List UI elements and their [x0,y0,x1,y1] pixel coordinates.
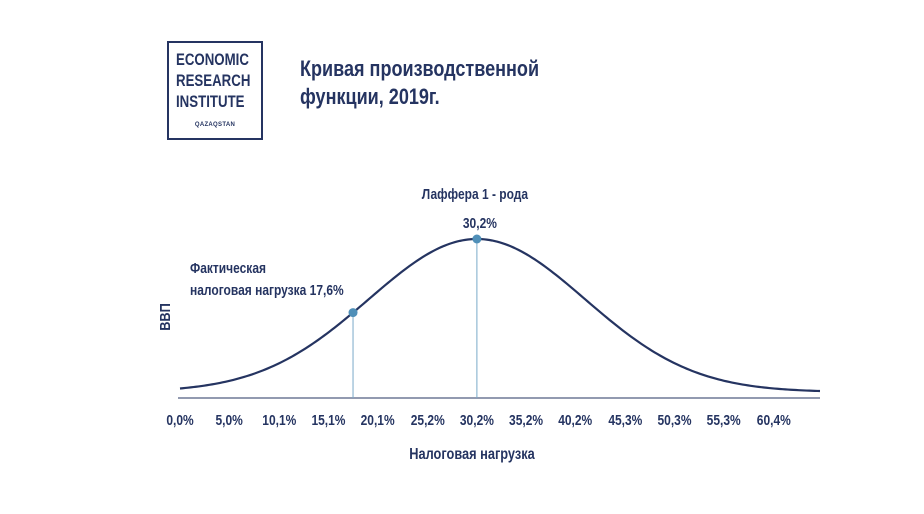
x-tick-label: 55,3% [707,412,741,429]
x-tick-label: 60,4% [757,412,791,429]
curve-layer [179,237,821,393]
actual-label-line2: налоговая нагрузка 17,6% [190,282,344,299]
x-tick-labels: 0,0% 5,0% 10,1% 15,1% 20,1% 25,2% 30,2% 35,2% 40… [166,412,790,429]
logo-line-institute: INSTITUTE [176,92,245,111]
chart-title-line2: функции, 2019г. [300,84,440,109]
peak-annotation: Лаффера 1 - рода [422,186,529,203]
x-tick-label: 5,0% [215,412,242,429]
peak-point [472,234,482,244]
logo: ECONOMIC RESEARCH INSTITUTE QAZAQSTAN [167,41,263,140]
x-tick-label: 15,1% [311,412,345,429]
peak-value-label: 30,2% [463,215,497,232]
actual-point [348,308,358,318]
chart-title: Кривая производственной функции, 2019г. [300,55,539,111]
x-tick-label: 50,3% [657,412,691,429]
logo-line-qazaqstan: QAZAQSTAN [194,122,236,128]
chart-title-line1: Кривая производственной [300,56,540,81]
x-tick-label: 30,2% [460,412,494,429]
actual-label-line1: Фактическая [190,260,266,277]
x-tick-label: 45,3% [608,412,642,429]
x-tick-label: 40,2% [558,412,592,429]
x-axis: ВВП Налоговая нагрузка [156,303,820,463]
x-tick-label: 10,1% [262,412,296,429]
x-tick-label: 25,2% [411,412,445,429]
production-curve-line [179,237,821,393]
x-axis-label: Налоговая нагрузка [409,446,535,464]
logo-line-economic: ECONOMIC [176,50,249,69]
x-tick-label: 0,0% [166,412,193,429]
x-tick-label: 35,2% [509,412,543,429]
logo-line-research: RESEARCH [176,71,251,90]
x-tick-label: 20,1% [361,412,395,429]
annotations: Лаффера 1 - рода 30,2% Фактическая налогова… [190,186,528,398]
y-axis-label: ВВП [156,303,173,331]
